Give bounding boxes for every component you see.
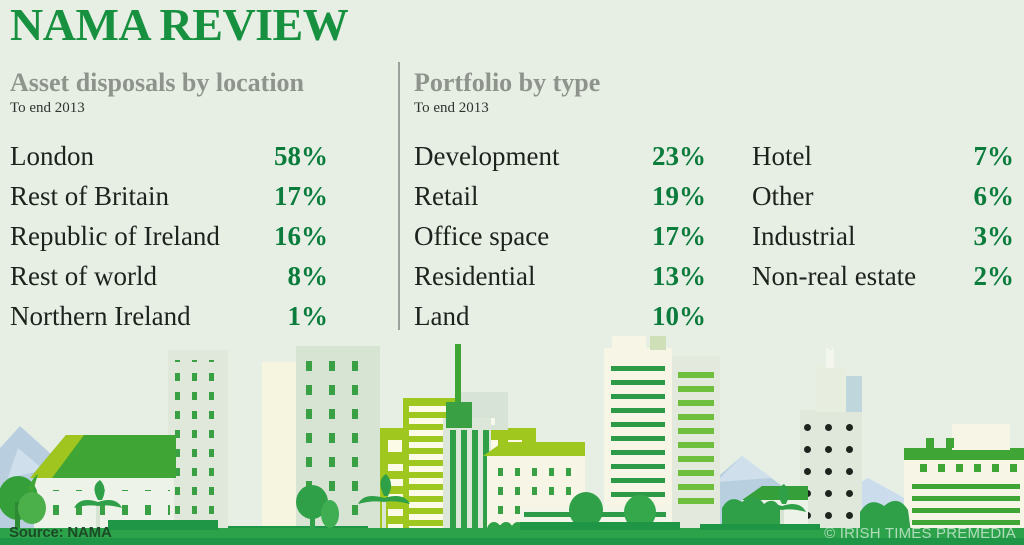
row-label: Northern Ireland [10,301,191,331]
data-row: Development 23% [414,139,706,173]
row-value: 3% [973,221,1015,251]
row-value: 58% [274,141,328,171]
data-row: Land 10% [414,299,706,333]
data-row: Other 6% [752,179,1014,213]
row-value: 17% [274,181,328,211]
row-value: 16% [274,221,328,251]
row-value: 1% [287,301,329,331]
row-value: 17% [652,221,706,251]
row-label: Residential [414,261,536,291]
copyright-credit: © IRISH TIMES PREMEDIA [824,525,1016,542]
data-row: Residential 13% [414,259,706,293]
data-row: Industrial 3% [752,219,1014,253]
data-row: London 58% [10,139,328,173]
palm-tree-mid-a [358,474,410,542]
skyline-svg [0,330,1024,545]
row-value: 2% [973,261,1015,291]
section-subheading-portfolio: To end 2013 [414,100,489,116]
palm-tree-left-a [74,480,122,542]
row-label: Republic of Ireland [10,221,220,251]
row-label: Office space [414,221,550,251]
row-label: Rest of world [10,261,157,291]
row-label: Hotel [752,141,812,171]
tree-mid-left [296,485,339,542]
building-striped-block-right [904,424,1024,540]
row-value: 19% [652,181,706,211]
row-label: Non-real estate [752,261,917,291]
row-label: Other [752,181,814,211]
building-left-dotted-tower [168,350,228,540]
data-row: Rest of world 8% [10,259,328,293]
data-row: Office space 17% [414,219,706,253]
row-label: London [10,141,94,171]
row-value: 23% [652,141,706,171]
row-label: Retail [414,181,479,211]
row-value: 10% [652,301,706,331]
source-label: Source: NAMA [9,524,112,541]
row-label: Land [414,301,470,331]
city-skyline-illustration [0,330,1024,545]
vertical-divider [398,62,400,404]
data-row: Retail 19% [414,179,706,213]
section-subheading-asset-disposals: To end 2013 [10,100,85,116]
tree-cluster-left [0,474,46,540]
data-row: Non-real estate 2% [752,259,1014,293]
section-heading-portfolio: Portfolio by type [414,68,601,97]
row-value: 7% [973,141,1015,171]
row-value: 13% [652,261,706,291]
section-heading-asset-disposals: Asset disposals by location [10,68,304,97]
row-label: Industrial [752,221,856,251]
row-label: Rest of Britain [10,181,169,211]
row-label: Development [414,141,560,171]
data-row: Republic of Ireland 16% [10,219,328,253]
row-value: 6% [973,181,1015,211]
data-row: Northern Ireland 1% [10,299,328,333]
row-value: 8% [287,261,329,291]
building-cream-slab-left [262,362,296,540]
building-spire-tower [443,344,491,540]
building-twin-tower-right [672,356,720,540]
data-row: Hotel 7% [752,139,1014,173]
building-antenna-tower-right [800,334,862,540]
data-row: Rest of Britain 17% [10,179,328,213]
page-title: NAMA REVIEW [10,0,349,50]
